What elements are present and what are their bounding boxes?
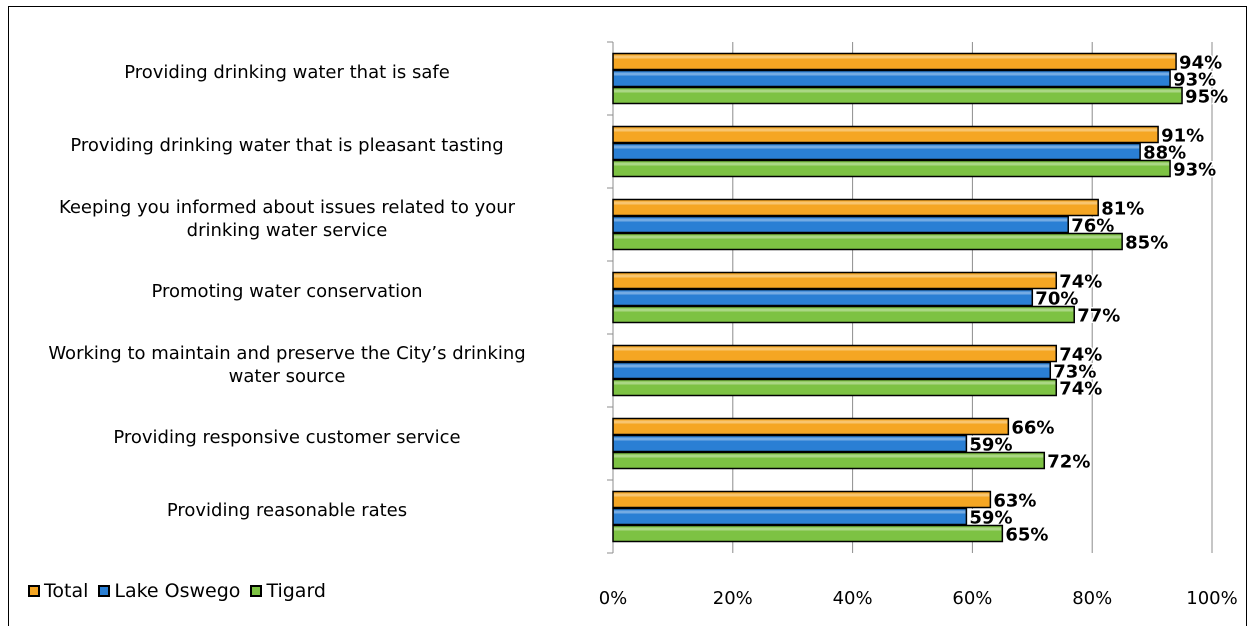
data-label: 81% (1101, 199, 1144, 220)
bar (612, 142, 1141, 161)
category-label: Working to maintain and preserve the Cit… (0, 342, 587, 388)
data-label: 93% (1173, 70, 1216, 91)
x-tick-label: 60% (952, 588, 992, 609)
legend-item-lake-oswego: Lake Oswego (98, 580, 240, 602)
bar (612, 451, 1046, 470)
bar (612, 305, 1075, 324)
data-label: 94% (1179, 53, 1222, 74)
category-label-line: Providing responsive customer service (113, 427, 461, 448)
bar-highlight (614, 364, 1050, 368)
x-tick-label: 100% (1186, 588, 1237, 609)
legend-label-lake-oswego: Lake Oswego (114, 580, 241, 602)
bar (612, 271, 1058, 290)
bar (612, 507, 968, 526)
data-label: 73% (1053, 362, 1096, 383)
category-label: Promoting water conservation (0, 280, 587, 303)
chart-frame (8, 6, 1247, 626)
category-label: Providing responsive customer service (0, 426, 587, 449)
category-label-line: Providing reasonable rates (166, 500, 408, 521)
bar (612, 378, 1058, 397)
bar-highlight (614, 274, 1056, 278)
x-tick-label: 80% (1072, 588, 1112, 609)
x-tick-label: 20% (713, 588, 753, 609)
bar-highlight (614, 201, 1098, 205)
bar-highlight (614, 72, 1170, 76)
bar (612, 198, 1099, 217)
bar (612, 215, 1069, 234)
bar (612, 344, 1058, 363)
data-label: 85% (1125, 233, 1168, 254)
bar-highlight (614, 454, 1044, 458)
data-label: 65% (1005, 525, 1048, 546)
bar (612, 232, 1123, 251)
legend-swatch-total (28, 585, 40, 597)
bar (612, 86, 1183, 105)
category-label-line: Keeping you informed about issues relate… (58, 196, 516, 218)
bar (612, 361, 1052, 380)
bar (612, 125, 1159, 144)
bar-highlight (614, 510, 966, 514)
category-label-line: drinking water service (186, 219, 388, 241)
bar-highlight (614, 55, 1176, 59)
data-label: 72% (1047, 452, 1090, 473)
category-label-line: Providing drinking water that is safe (124, 62, 450, 83)
legend-label-total: Total (44, 580, 89, 602)
bar-highlight (614, 437, 966, 441)
bar (612, 69, 1171, 88)
category-label-line: Providing drinking water that is pleasan… (70, 135, 504, 156)
data-label: 63% (993, 491, 1036, 512)
category-label-line: Promoting water conservation (151, 281, 423, 302)
bar-highlight (614, 128, 1158, 132)
x-tick-label: 0% (599, 588, 628, 609)
bar-highlight (614, 420, 1008, 424)
data-label: 74% (1059, 272, 1102, 293)
legend-item-total: Total (28, 580, 88, 602)
bar-highlight (614, 145, 1140, 149)
category-label: Keeping you informed about issues relate… (0, 196, 587, 242)
data-label: 91% (1161, 126, 1204, 147)
data-label: 74% (1059, 345, 1102, 366)
data-label: 66% (1011, 418, 1054, 439)
bar-highlight (614, 162, 1170, 166)
bar-highlight (614, 218, 1068, 222)
bar-highlight (614, 89, 1182, 93)
bar-highlight (614, 381, 1056, 385)
category-label: Providing reasonable rates (0, 499, 587, 522)
bar (612, 490, 992, 509)
bar-highlight (614, 291, 1032, 295)
data-label: 77% (1077, 306, 1120, 327)
bar-highlight (614, 527, 1002, 531)
legend-label-tigard: Tigard (266, 580, 326, 602)
bar (612, 52, 1177, 71)
data-label: 74% (1059, 379, 1102, 400)
data-label: 95% (1185, 87, 1228, 108)
bar (612, 417, 1010, 436)
legend-swatch-tigard (250, 585, 263, 597)
bar-highlight (614, 308, 1074, 312)
bar (612, 288, 1034, 307)
bar-highlight (614, 235, 1122, 239)
legend: Total Lake Oswego Tigard (28, 580, 336, 602)
data-label: 93% (1173, 160, 1216, 181)
bar-highlight (614, 493, 990, 497)
bar (612, 524, 1004, 543)
bar (612, 159, 1171, 178)
legend-swatch-lake-oswego (98, 585, 111, 597)
legend-item-tigard: Tigard (250, 580, 326, 602)
bar-highlight (614, 347, 1056, 351)
x-tick-label: 40% (833, 588, 873, 609)
bar (612, 434, 968, 453)
category-label-line: Working to maintain and preserve the Cit… (48, 342, 526, 364)
category-label: Providing drinking water that is safe (0, 61, 587, 84)
category-label: Providing drinking water that is pleasan… (0, 134, 587, 157)
category-label-line: water source (228, 365, 346, 387)
